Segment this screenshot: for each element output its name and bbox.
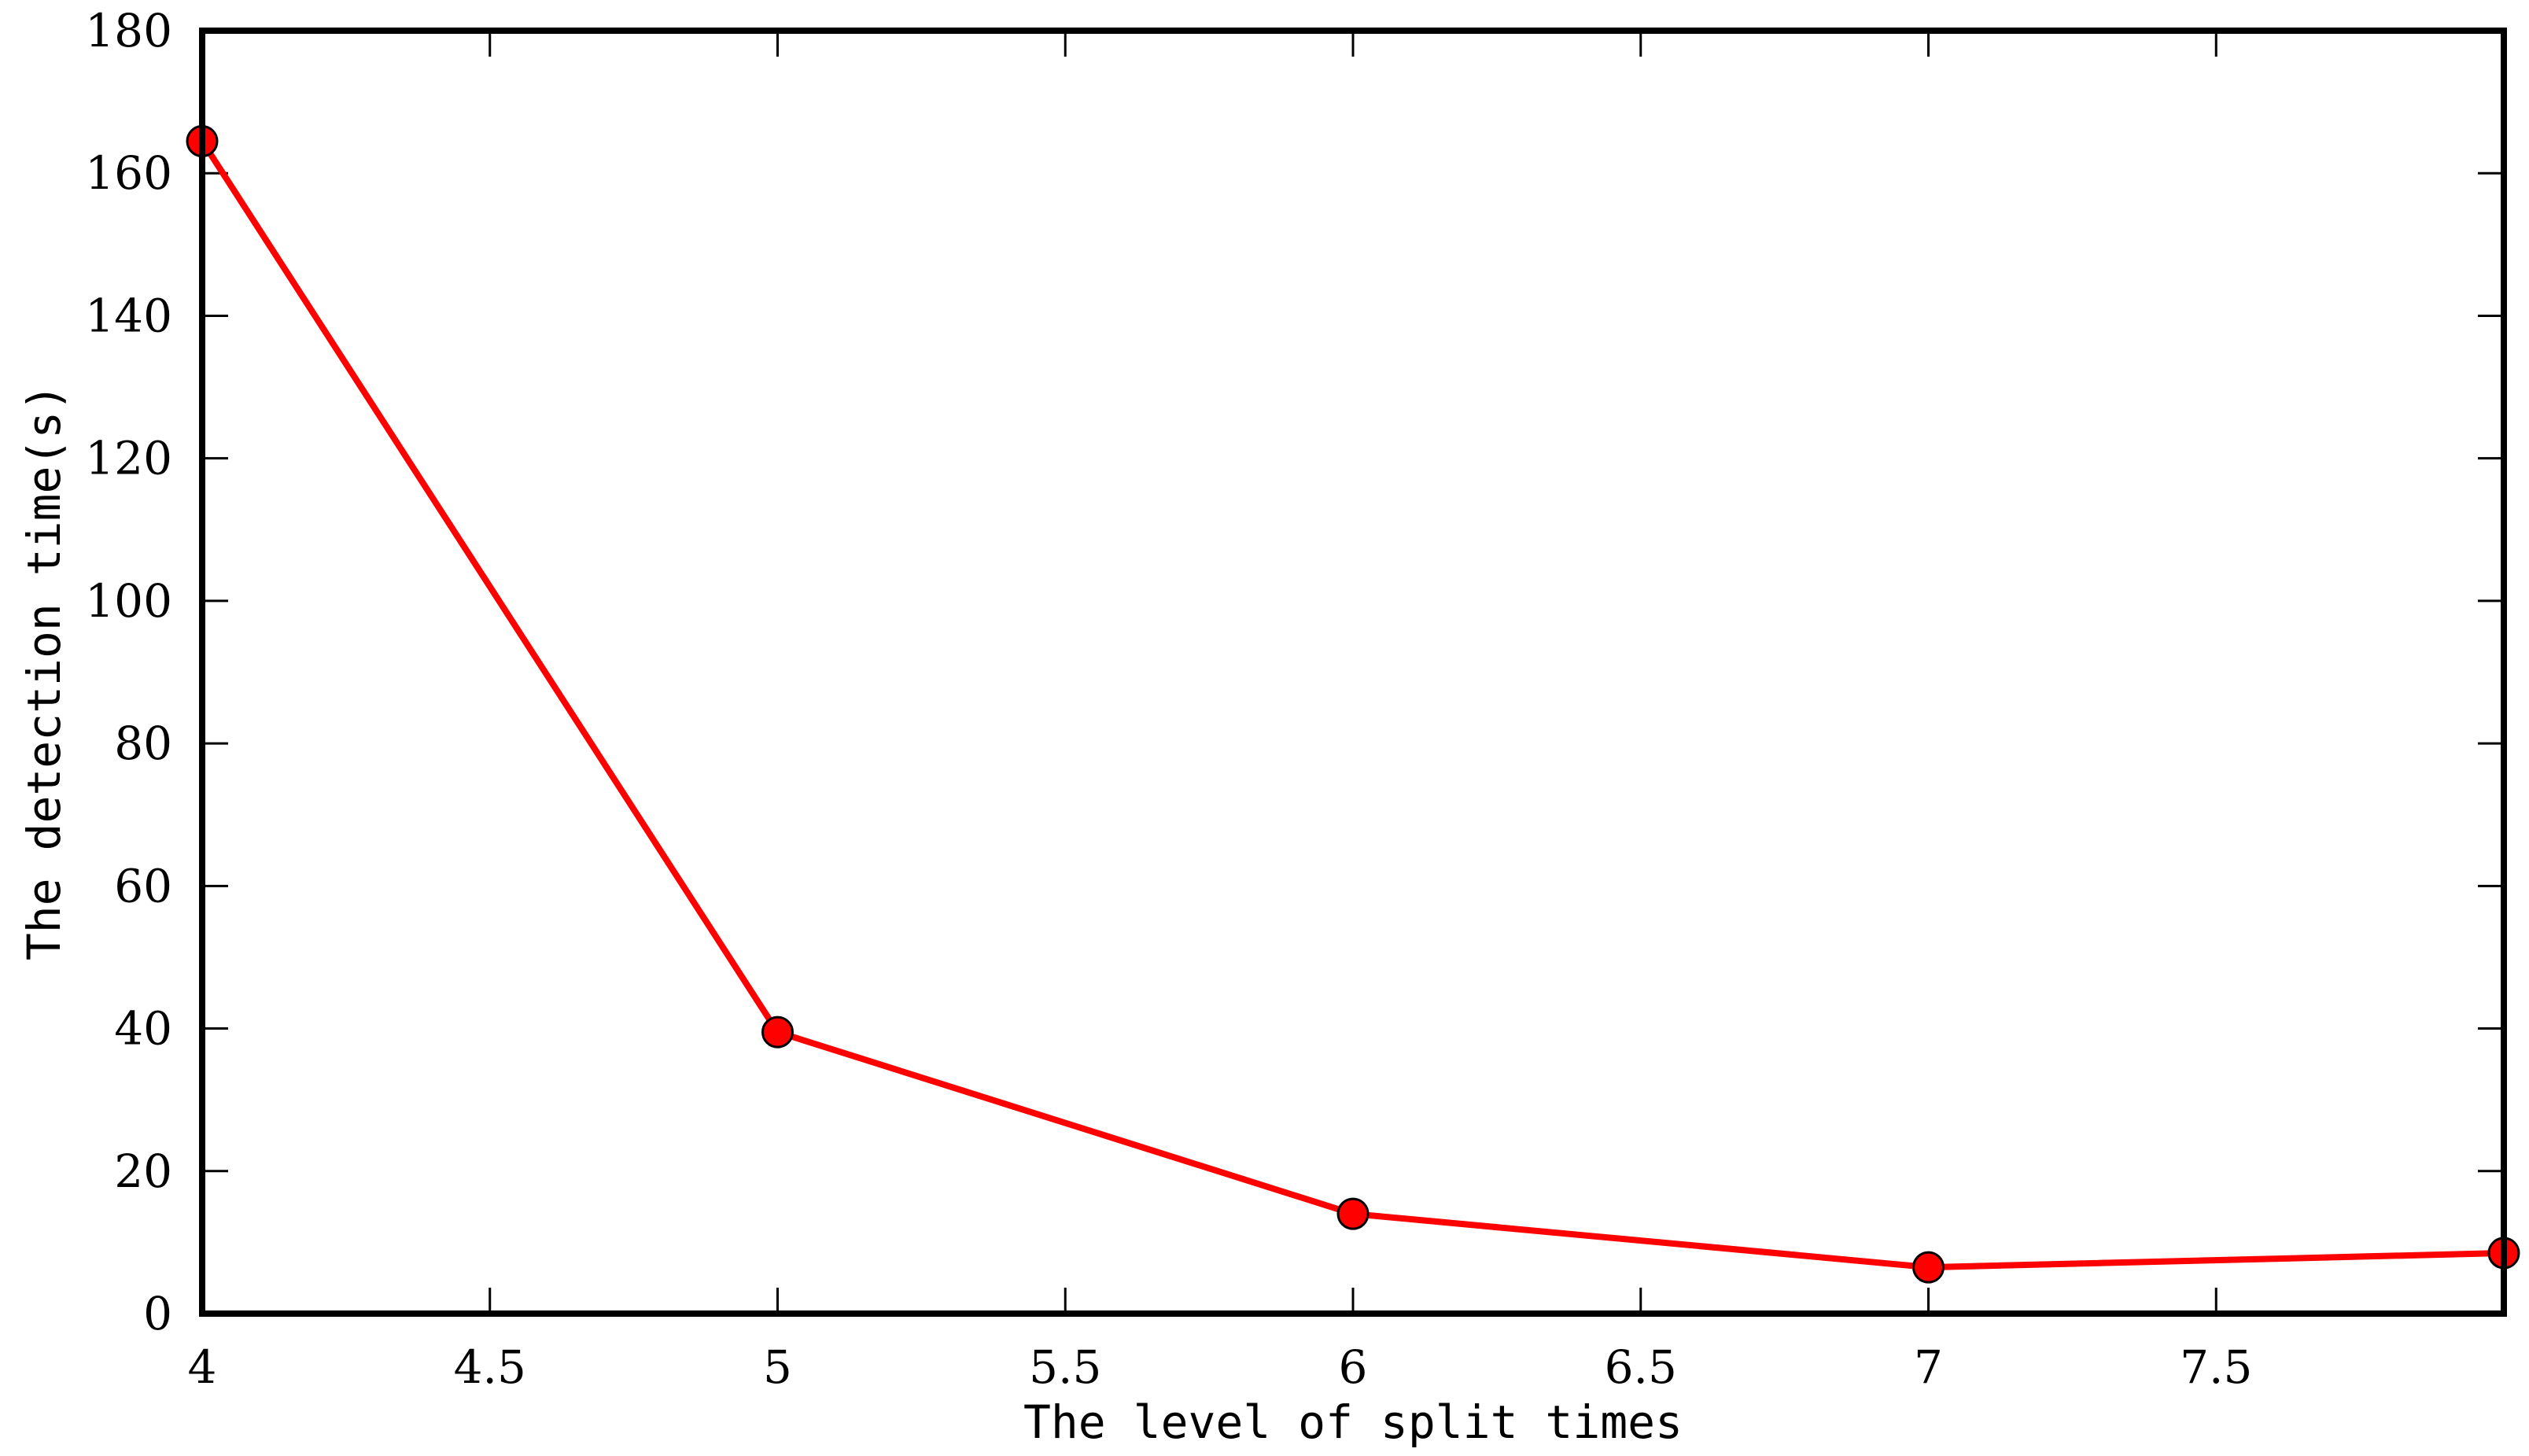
x-tick-label: 7 xyxy=(1914,1340,1943,1394)
y-tick-label: 140 xyxy=(85,289,172,342)
x-tick-label: 7.5 xyxy=(2180,1340,2252,1394)
x-tick-label: 6.5 xyxy=(1605,1340,1677,1394)
x-tick-label: 5 xyxy=(763,1340,792,1394)
y-tick-label: 100 xyxy=(85,574,172,628)
x-tick-label: 4.5 xyxy=(454,1340,526,1394)
x-tick-label: 6 xyxy=(1339,1340,1368,1394)
y-tick-label: 20 xyxy=(114,1145,172,1198)
data-point xyxy=(1336,1197,1370,1230)
y-tick-label: 160 xyxy=(85,146,172,200)
series-markers xyxy=(186,124,2520,1284)
series-line xyxy=(199,138,2507,1271)
x-tick-label: 4 xyxy=(188,1340,217,1394)
y-tick-label: 80 xyxy=(114,717,172,770)
y-axis-title: The detection time(s) xyxy=(17,384,71,960)
y-tick-label: 0 xyxy=(143,1287,172,1340)
y-tick-labels: 0 20 40 60 80 100 120 140 160 180 xyxy=(85,4,172,1340)
y-tick-label: 120 xyxy=(85,432,172,485)
x-tick-labels: 4 4.5 5 5.5 6 6.5 7 7.5 xyxy=(188,1340,2253,1394)
data-point xyxy=(761,1016,794,1049)
data-point xyxy=(1912,1251,1945,1284)
y-tick-label: 40 xyxy=(114,1002,172,1056)
y-tick-label: 180 xyxy=(85,4,172,57)
series-lines xyxy=(199,138,2507,1271)
x-axis-title: The level of split times xyxy=(1023,1395,1683,1449)
plot-frame xyxy=(199,28,2507,1317)
y-tick-label: 60 xyxy=(114,859,172,912)
x-tick-label: 5.5 xyxy=(1029,1340,1101,1394)
